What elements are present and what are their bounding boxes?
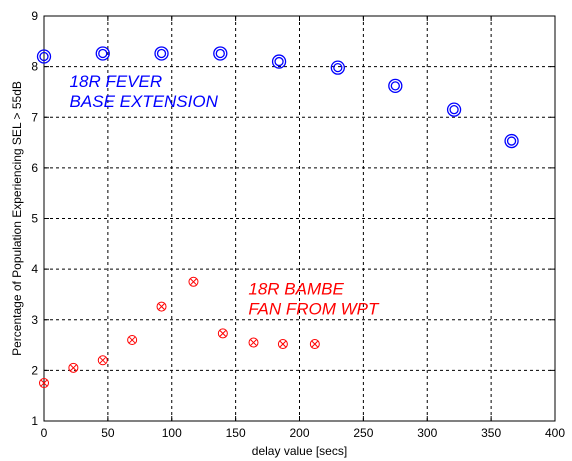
plot-frame bbox=[43, 15, 556, 422]
data-point bbox=[248, 337, 259, 348]
x-tick-label: 300 bbox=[417, 426, 437, 440]
annotation-line: FAN FROM WPT bbox=[248, 299, 380, 318]
data-point-inner-ring bbox=[506, 136, 517, 146]
data-point-outer-ring bbox=[504, 133, 519, 149]
data-point bbox=[97, 355, 108, 366]
data-point bbox=[330, 60, 345, 75]
series-bambe-fan-from-wpt bbox=[39, 276, 320, 389]
data-point bbox=[213, 46, 228, 61]
data-point-cross bbox=[279, 340, 287, 348]
y-axis-label: Percentage of Population Experiencing SE… bbox=[10, 81, 24, 356]
annotation-line: BASE EXTENSION bbox=[70, 92, 219, 111]
annotation-line: 18R BAMBE bbox=[248, 279, 344, 298]
data-point bbox=[39, 378, 49, 389]
data-point bbox=[68, 362, 79, 373]
x-tick-label: 250 bbox=[353, 426, 373, 440]
data-point bbox=[188, 276, 199, 287]
data-point-ring bbox=[97, 355, 108, 366]
data-point-cross bbox=[99, 357, 106, 364]
data-point-outer-ring bbox=[154, 46, 169, 61]
data-point-outer-ring bbox=[271, 54, 287, 69]
data-point bbox=[446, 102, 462, 117]
data-point-outer-ring bbox=[388, 78, 403, 94]
data-point bbox=[95, 46, 110, 61]
data-point-ring bbox=[248, 337, 259, 348]
data-point-outer-ring bbox=[446, 102, 462, 117]
y-tick-label: 3 bbox=[31, 313, 38, 327]
x-axis-label: delay value [secs] bbox=[252, 444, 347, 458]
data-point-outer-ring bbox=[213, 46, 228, 61]
data-point-cross bbox=[128, 336, 136, 344]
data-point-outer-ring bbox=[36, 49, 52, 64]
data-point bbox=[156, 301, 167, 312]
data-point-cross bbox=[311, 340, 318, 348]
x-tick-label: 400 bbox=[545, 426, 565, 440]
y-tick-label: 5 bbox=[31, 212, 38, 226]
data-point-ring bbox=[39, 378, 49, 389]
data-point-ring bbox=[156, 301, 167, 312]
x-tick-label: 0 bbox=[41, 426, 48, 440]
series-fever-base-extension bbox=[36, 46, 519, 149]
data-point-cross bbox=[40, 379, 48, 387]
data-point-ring bbox=[127, 335, 138, 345]
x-tick-label: 150 bbox=[226, 426, 246, 440]
data-point-inner-ring bbox=[390, 81, 400, 91]
annotation-line: 18R FEVER bbox=[70, 72, 163, 91]
data-point bbox=[271, 54, 287, 69]
x-tick-label: 100 bbox=[162, 426, 182, 440]
x-tick-labels: 0 50 100 150 200 250 300 350 400 bbox=[41, 426, 566, 440]
data-point-inner-ring bbox=[39, 51, 49, 62]
y-tick-label: 8 bbox=[31, 60, 38, 74]
y-tick-label: 9 bbox=[31, 9, 38, 23]
data-point-ring bbox=[309, 339, 320, 350]
data-point-ring bbox=[217, 328, 228, 339]
data-point-cross bbox=[219, 330, 227, 337]
data-point bbox=[217, 328, 228, 339]
data-point-cross bbox=[158, 303, 165, 310]
data-point-inner-ring bbox=[215, 48, 225, 59]
x-tick-label: 200 bbox=[289, 426, 309, 440]
data-point bbox=[309, 339, 320, 350]
data-point-inner-ring bbox=[449, 105, 459, 115]
data-point-cross bbox=[250, 339, 257, 346]
data-point-cross bbox=[70, 364, 77, 371]
data-point-outer-ring bbox=[330, 60, 345, 75]
y-tick-label: 1 bbox=[31, 414, 38, 428]
data-point bbox=[127, 335, 138, 345]
data-point bbox=[154, 46, 169, 61]
data-point-ring bbox=[68, 362, 79, 373]
data-point-inner-ring bbox=[98, 48, 108, 59]
x-tick-label: 50 bbox=[101, 426, 115, 440]
data-point bbox=[388, 78, 403, 94]
data-point-cross bbox=[190, 278, 197, 285]
data-point-outer-ring bbox=[95, 46, 110, 61]
grid-lines bbox=[44, 16, 555, 421]
data-series bbox=[36, 46, 519, 389]
y-tick-label: 4 bbox=[31, 262, 38, 276]
y-tick-labels: 1 2 3 4 5 6 7 8 9 bbox=[31, 9, 38, 428]
data-point-ring bbox=[277, 339, 288, 350]
y-tick-label: 7 bbox=[31, 110, 38, 124]
data-point bbox=[277, 339, 288, 350]
data-point-inner-ring bbox=[274, 56, 284, 67]
y-tick-label: 2 bbox=[31, 363, 38, 377]
data-point bbox=[36, 49, 52, 64]
y-tick-label: 6 bbox=[31, 161, 38, 175]
x-tick-label: 350 bbox=[481, 426, 501, 440]
data-point-ring bbox=[188, 276, 199, 287]
data-point bbox=[504, 133, 519, 149]
data-point-inner-ring bbox=[156, 48, 167, 59]
data-point-inner-ring bbox=[333, 62, 343, 73]
